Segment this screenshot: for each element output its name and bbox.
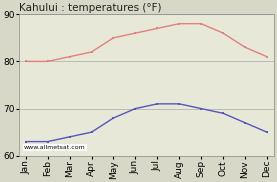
Text: Kahului : temperatures (°F): Kahului : temperatures (°F) — [19, 3, 162, 13]
Text: www.allmetsat.com: www.allmetsat.com — [24, 145, 86, 150]
